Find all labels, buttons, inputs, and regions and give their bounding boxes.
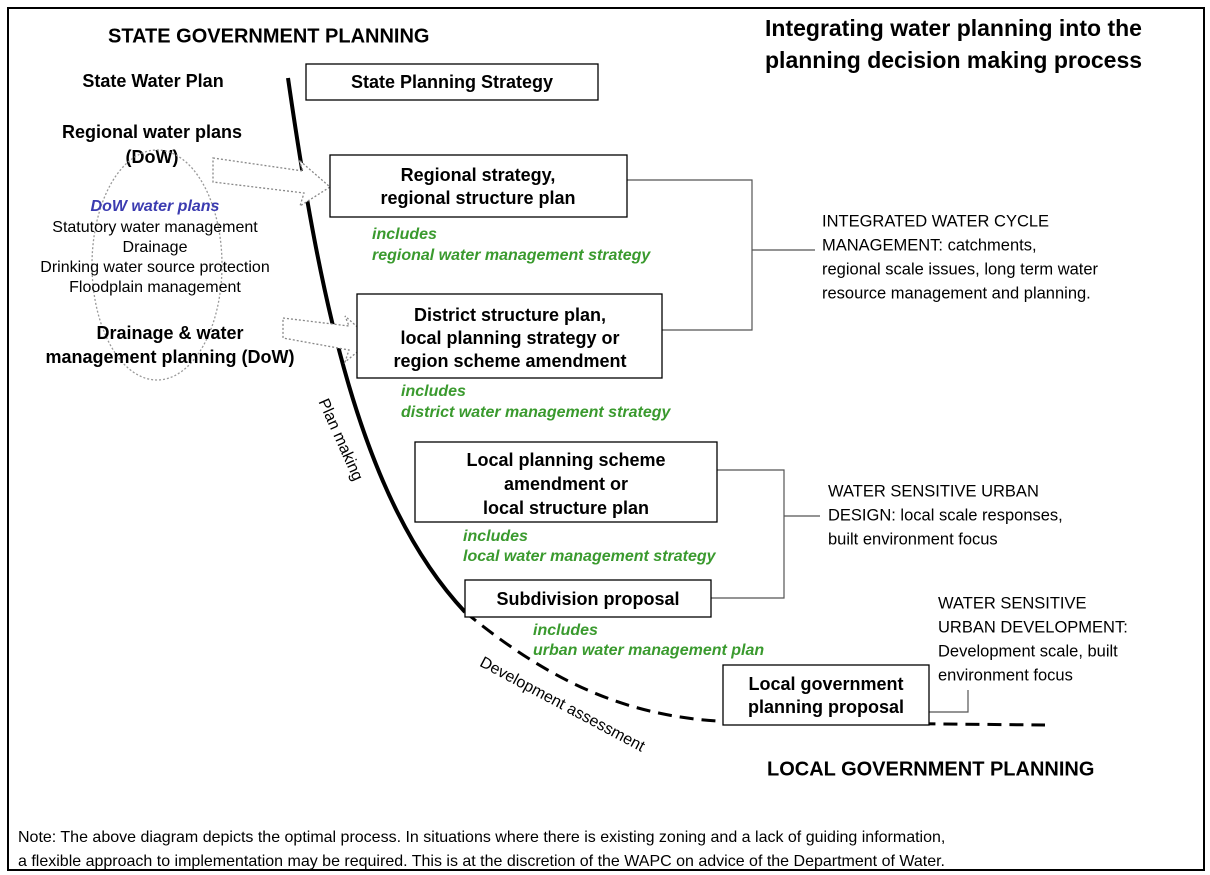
ellipse	[91, 149, 223, 381]
box-text: region scheme amendment	[393, 351, 626, 371]
label: Drinking water source protection	[40, 259, 269, 276]
annotation: regional scale issues, long term water	[822, 260, 1099, 278]
annotation: built environment focus	[828, 530, 998, 548]
label: Floodplain management	[69, 279, 241, 296]
title: planning decision making process	[765, 47, 1142, 73]
box	[722, 664, 930, 726]
annotation: INTEGRATED WATER CYCLE	[822, 212, 1049, 230]
local-heading: LOCAL GOVERNMENT PLANNING	[767, 758, 1094, 780]
annotation: resource management and planning.	[822, 284, 1091, 302]
box-text: local structure plan	[483, 498, 649, 518]
annotation: WATER SENSITIVE URBAN	[828, 482, 1039, 500]
annotation: DESIGN: local scale responses,	[828, 506, 1063, 524]
connector	[627, 179, 753, 331]
box-text: District structure plan,	[414, 305, 606, 325]
label: Regional water plans	[62, 122, 242, 142]
label: management planning (DoW)	[46, 347, 295, 367]
box-text: Subdivision proposal	[496, 589, 679, 609]
includes: includes	[533, 622, 598, 639]
label: DoW water plans	[91, 198, 220, 215]
box-text: amendment or	[504, 474, 628, 494]
box	[305, 63, 599, 101]
label: Drainage	[123, 239, 188, 256]
box	[356, 293, 663, 379]
note: a flexible approach to implementation ma…	[18, 853, 945, 870]
box-text: Regional strategy,	[401, 165, 556, 185]
curve-label: Development assessment	[477, 654, 648, 756]
label: Drainage & water	[96, 323, 243, 343]
box	[464, 579, 712, 618]
annotation: MANAGEMENT: catchments,	[822, 236, 1037, 254]
includes: local water management strategy	[463, 548, 717, 565]
annotation: environment focus	[938, 666, 1073, 684]
label: Statutory water management	[52, 219, 258, 236]
arrow	[212, 157, 332, 208]
box	[414, 441, 718, 523]
includes: regional water management strategy	[372, 247, 651, 264]
box-text: Local government	[748, 674, 903, 694]
box-text: Local planning scheme	[466, 450, 665, 470]
connector	[711, 469, 785, 599]
box-text: regional structure plan	[380, 188, 575, 208]
note: Note: The above diagram depicts the opti…	[18, 829, 945, 846]
connector	[929, 690, 969, 713]
box-text: local planning strategy or	[400, 328, 619, 348]
assessment-curve	[464, 610, 1046, 727]
annotation: Development scale, built	[938, 642, 1118, 660]
state-heading: STATE GOVERNMENT PLANNING	[108, 25, 429, 47]
annotation: URBAN DEVELOPMENT:	[938, 618, 1128, 636]
arrow	[282, 315, 374, 364]
includes: district water management strategy	[401, 404, 672, 421]
box	[329, 154, 628, 218]
includes: includes	[401, 383, 466, 400]
label: State Water Plan	[82, 71, 223, 91]
label: (DoW)	[126, 147, 179, 167]
box-text: State Planning Strategy	[351, 72, 553, 92]
annotation: WATER SENSITIVE	[938, 594, 1087, 612]
title: Integrating water planning into the	[765, 15, 1142, 41]
includes: includes	[463, 528, 528, 545]
includes: includes	[372, 226, 437, 243]
frame	[7, 7, 1205, 871]
includes: urban water management plan	[533, 642, 764, 659]
box-text: planning proposal	[748, 697, 904, 717]
